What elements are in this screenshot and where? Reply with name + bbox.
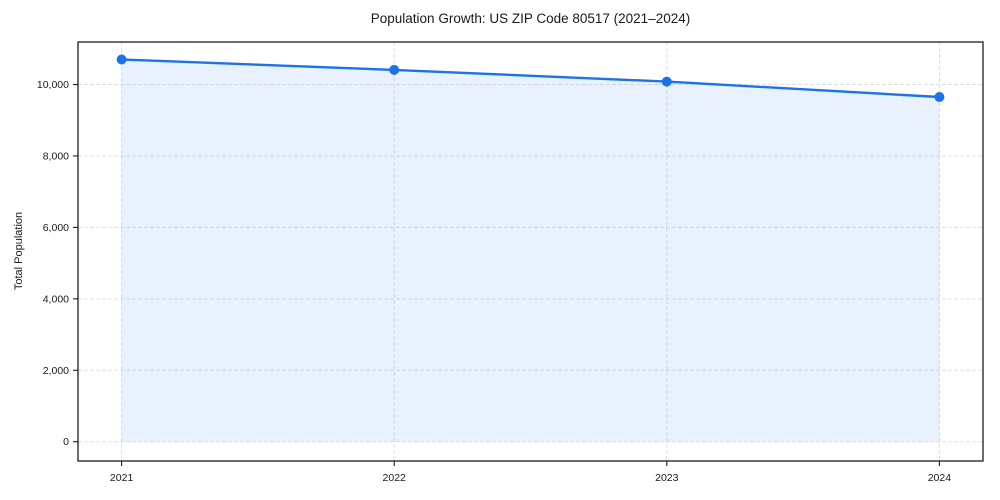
x-tick-label: 2021 [110, 472, 134, 484]
data-point-marker [661, 76, 672, 87]
y-tick-label: 8,000 [43, 150, 69, 162]
area-fill [121, 59, 940, 442]
y-tick-label: 0 [63, 436, 69, 448]
y-tick-label: 4,000 [43, 293, 69, 305]
data-point-marker [934, 92, 945, 102]
y-tick-label: 2,000 [43, 365, 69, 377]
x-tick-label: 2022 [383, 472, 407, 484]
data-point-marker [389, 64, 400, 75]
x-tick-label: 2024 [928, 472, 952, 484]
chart-title: Population Growth: US ZIP Code 80517 (20… [370, 11, 691, 26]
plot-frame [77, 41, 984, 462]
data-point-marker [116, 54, 127, 65]
y-tick-label: 6,000 [43, 222, 69, 234]
y-tick-label: 10,000 [37, 79, 69, 91]
series-line [120, 58, 941, 99]
x-tick-label: 2023 [655, 472, 679, 484]
